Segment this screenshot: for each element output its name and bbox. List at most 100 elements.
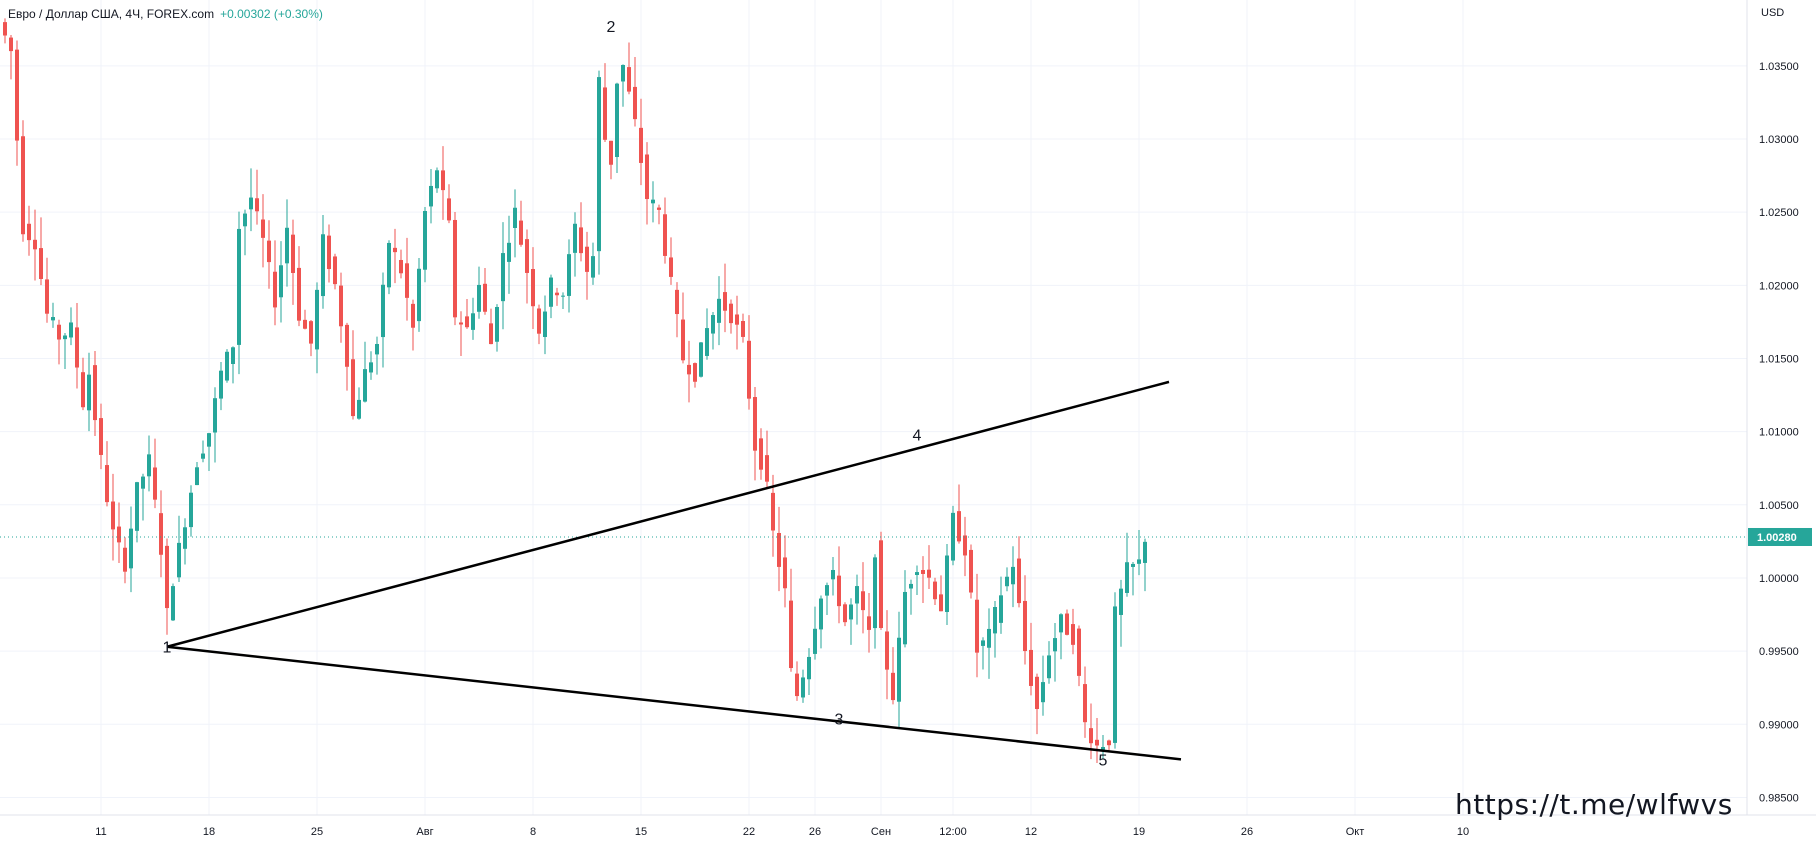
candle (225, 349, 229, 383)
candle (159, 490, 163, 578)
candle (1053, 622, 1057, 682)
candle-body (561, 295, 565, 297)
candle (291, 219, 295, 305)
candle-body (105, 465, 109, 503)
price-axis[interactable]: 0.98500 0.99000 0.99500 1.00000 1.00500 1.010… (1759, 61, 1799, 805)
lower-trendline[interactable] (166, 645, 1182, 761)
candle-body (315, 289, 319, 350)
candle (765, 430, 769, 489)
candle-body (1101, 747, 1105, 751)
candle-body (189, 492, 193, 528)
candle-body (1047, 655, 1051, 679)
candle-body (891, 672, 895, 701)
candle-body (279, 265, 283, 298)
time-tick-label: Авг (416, 826, 433, 838)
price-tick-label: 0.99500 (1759, 646, 1799, 658)
candle-body (549, 277, 553, 307)
candle (1137, 529, 1141, 576)
candles (3, 18, 1147, 763)
candle-body (705, 328, 709, 356)
candle (327, 224, 331, 283)
candle-body (681, 319, 685, 361)
price-tick-label: 1.03500 (1759, 61, 1799, 73)
wave-label-3: 3 (835, 711, 844, 728)
candle (837, 546, 841, 624)
candle (465, 298, 469, 329)
time-axis[interactable]: 11 18 25 Авг 8 15 22 26 Сен 12:00 12 19 26 Окт 10 (95, 826, 1469, 838)
candle-body (435, 170, 439, 189)
upper-trendline[interactable] (166, 380, 1170, 648)
candle-body (603, 87, 607, 140)
candle-body (1017, 558, 1021, 604)
candle (699, 341, 703, 378)
candle (549, 274, 553, 319)
candle-body (501, 253, 505, 302)
candle-body (747, 340, 751, 399)
candle-body (165, 545, 169, 609)
time-tick-label: 18 (203, 826, 215, 838)
candle (573, 212, 577, 277)
candle (879, 531, 883, 630)
candle-body (429, 185, 433, 207)
candle-body (15, 49, 19, 141)
candle-body (555, 292, 559, 296)
candle-body (219, 370, 223, 399)
candle (129, 506, 133, 593)
candle (627, 42, 631, 95)
candle-body (3, 22, 7, 36)
candle-body (759, 438, 763, 470)
candle-body (111, 501, 115, 530)
candle (471, 297, 475, 340)
candle-body (933, 581, 937, 600)
candle-body (1035, 676, 1039, 710)
candle-body (507, 242, 511, 262)
candle-body (471, 313, 475, 330)
candle-body (171, 586, 175, 621)
candle-body (285, 227, 289, 264)
candle (231, 346, 235, 384)
candle (237, 211, 241, 375)
candle (495, 304, 499, 352)
candle (669, 237, 673, 285)
candle-body (51, 317, 55, 321)
candle (27, 205, 31, 256)
candle-body (27, 223, 31, 241)
candle (933, 577, 937, 605)
candle (735, 295, 739, 350)
candle (1011, 546, 1015, 608)
candle-body (777, 532, 781, 567)
candle (537, 304, 541, 345)
trendlines[interactable] (166, 380, 1182, 761)
candle-body (1071, 624, 1075, 645)
candle (519, 200, 523, 247)
symbol-legend[interactable]: Евро / Доллар США, 4Ч, FOREX.com +0.00302… (8, 7, 323, 21)
candle (315, 282, 319, 374)
candle (729, 299, 733, 334)
candle (297, 246, 301, 327)
candle (441, 146, 445, 220)
candle (357, 387, 361, 420)
candle (621, 64, 625, 107)
candle-body (669, 257, 673, 277)
candle-body (831, 569, 835, 580)
candle-body (849, 604, 853, 620)
candle (153, 438, 157, 509)
candle (1083, 666, 1087, 738)
candle (885, 610, 889, 700)
candle (33, 209, 37, 281)
candle-body (771, 492, 775, 531)
candle-body (399, 259, 403, 274)
candle-body (1065, 613, 1069, 635)
candle (483, 267, 487, 315)
candle (957, 484, 961, 544)
wave-label-1: 1 (163, 640, 172, 657)
candle (3, 18, 7, 44)
candle-body (297, 267, 301, 321)
candle-body (249, 197, 253, 210)
candle (117, 502, 121, 563)
candle-body (357, 399, 361, 419)
candle (825, 582, 829, 616)
candle (1017, 536, 1021, 608)
candle (201, 440, 205, 463)
